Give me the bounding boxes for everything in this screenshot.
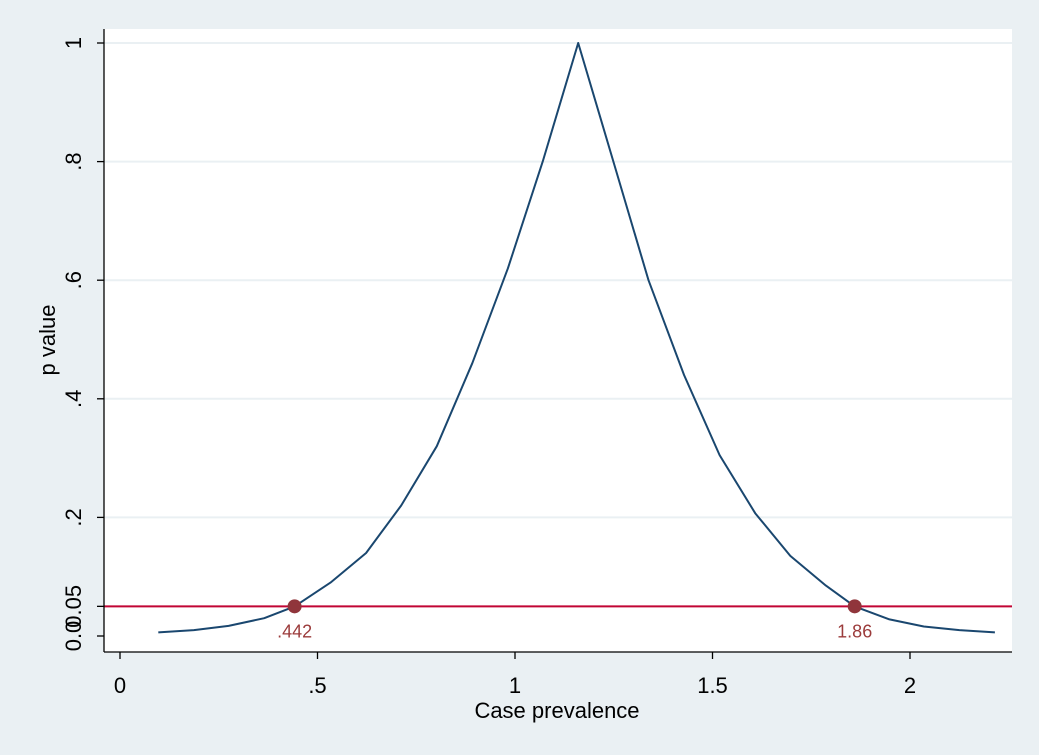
y-tick-label: 1: [61, 37, 86, 49]
markers-group: .442 1.86: [277, 599, 872, 641]
y-axis-title: p value: [35, 305, 60, 376]
marker-point: [847, 599, 862, 614]
y-tick-label: .4: [61, 390, 86, 408]
x-tick-label: 1.5: [697, 673, 728, 698]
x-tick-label: 1: [509, 673, 521, 698]
x-tick-label: .5: [308, 673, 326, 698]
plot-area: [104, 29, 1012, 652]
y-tick-label: .8: [61, 152, 86, 170]
y-tick-label: 0.05: [61, 585, 86, 628]
y-tick-label: 0.0: [61, 621, 86, 652]
x-tick-label: 2: [904, 673, 916, 698]
gridlines: [104, 42, 1012, 519]
x-axis-title: Case prevalence: [474, 698, 639, 723]
axes: 0.00.05 .2 .4 .6 .8 1 0 .5 1 1.5 2: [61, 29, 1012, 698]
y-tick-label: .6: [61, 271, 86, 289]
y-tick-label: .2: [61, 508, 86, 526]
marker-point: [287, 599, 302, 614]
x-tick-label: 0: [114, 673, 126, 698]
marker-label: 1.86: [837, 621, 872, 641]
marker-label: .442: [277, 621, 312, 641]
